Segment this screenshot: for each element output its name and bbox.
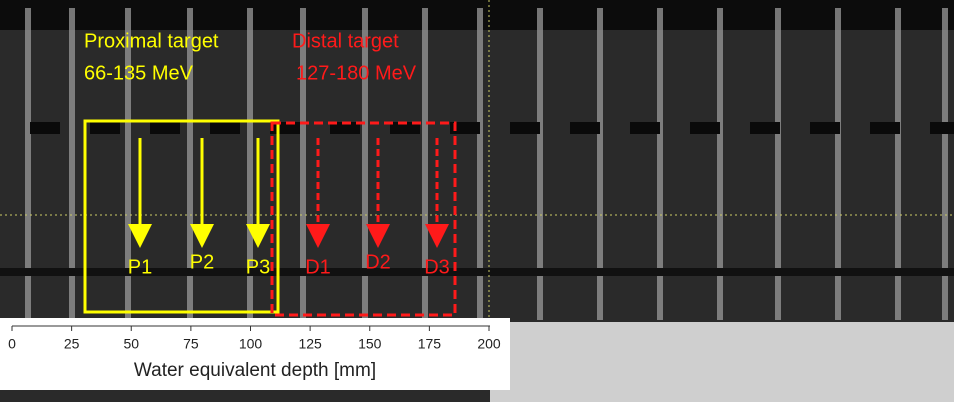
stripe <box>69 8 75 320</box>
axis-label: Water equivalent depth [mm] <box>134 360 376 381</box>
dark-band <box>0 268 954 276</box>
distal-box <box>270 121 457 317</box>
point-label: D3 <box>424 256 450 278</box>
point-label: D2 <box>365 251 391 273</box>
stripe <box>717 8 723 320</box>
stripe <box>125 8 131 320</box>
notch <box>510 122 540 134</box>
notch <box>30 122 60 134</box>
notch <box>90 122 120 134</box>
notch <box>930 122 954 134</box>
stripe <box>362 8 368 320</box>
notch <box>690 122 720 134</box>
x-tick-label: 125 <box>298 336 322 352</box>
stripe <box>187 8 193 320</box>
distal-energy: 127-180 MeV <box>296 62 417 84</box>
x-tick-label: 175 <box>418 336 442 352</box>
proximal-box <box>83 119 280 314</box>
x-tick-label: 200 <box>477 336 501 352</box>
notch <box>450 122 480 134</box>
stripe <box>477 8 483 320</box>
axis: 0 25 50 75 100 125 150 175 200 <box>8 326 501 352</box>
stripe <box>247 8 253 320</box>
stripe <box>597 8 603 320</box>
x-tick-label: 150 <box>358 336 382 352</box>
point-label: P2 <box>190 251 214 273</box>
proximal-energy: 66-135 MeV <box>84 62 194 84</box>
stripe <box>657 8 663 320</box>
notch <box>570 122 600 134</box>
x-tick-label: 0 <box>8 336 16 352</box>
notch <box>150 122 180 134</box>
axis-panel <box>0 318 510 390</box>
notch <box>330 122 360 134</box>
point-label: D1 <box>305 256 331 278</box>
x-tick-label: 25 <box>64 336 80 352</box>
notch <box>750 122 780 134</box>
stripe <box>835 8 841 320</box>
point-label: P1 <box>128 256 152 278</box>
x-tick-label: 50 <box>123 336 139 352</box>
stripe <box>25 8 31 320</box>
notch <box>810 122 840 134</box>
point-label: P3 <box>246 256 270 278</box>
x-tick-label: 75 <box>183 336 199 352</box>
notch <box>210 122 240 134</box>
notch <box>390 122 420 134</box>
stripe <box>422 8 428 320</box>
notch <box>870 122 900 134</box>
arrows: P1 P2 P3 D1 D2 D3 <box>128 138 450 278</box>
stripe <box>775 8 781 320</box>
stripe <box>537 8 543 320</box>
x-tick-label: 100 <box>239 336 263 352</box>
proximal-title: Proximal target <box>84 30 219 52</box>
image-bright-region <box>490 322 954 402</box>
notch <box>630 122 660 134</box>
stripe <box>942 8 948 320</box>
stripe <box>895 8 901 320</box>
stripe <box>300 8 306 320</box>
distal-title: Distal target <box>292 30 399 52</box>
image-stripes <box>0 8 954 320</box>
